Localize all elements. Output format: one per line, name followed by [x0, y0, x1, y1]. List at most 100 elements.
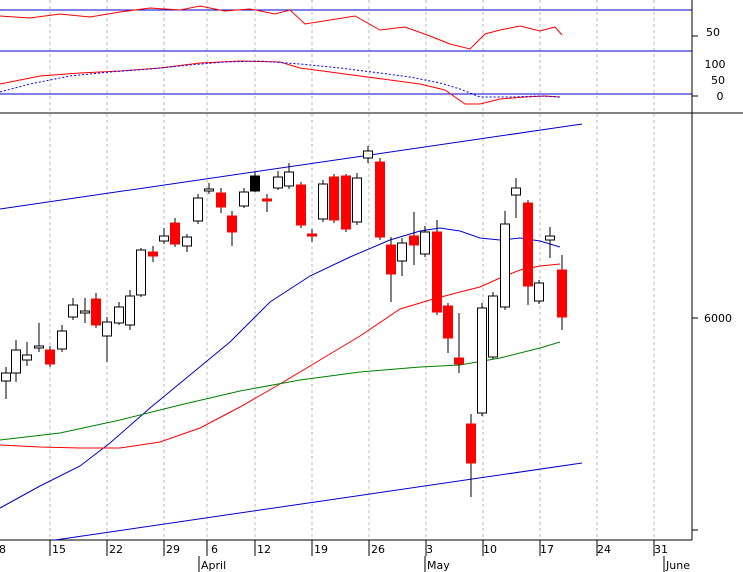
- candle-body: [329, 176, 339, 221]
- candlestick: [57, 325, 67, 352]
- day-label: 22: [109, 543, 123, 556]
- candlestick: [511, 178, 521, 218]
- candlestick: [341, 174, 351, 232]
- candlestick: [488, 292, 498, 359]
- candle-body: [386, 244, 396, 275]
- candle-body: [182, 236, 192, 247]
- candlestick: [466, 414, 476, 497]
- candle-body: [262, 198, 272, 202]
- candlestick: [114, 302, 124, 325]
- ma-short-line: [0, 227, 561, 509]
- candle-body: [273, 176, 283, 189]
- candle-body: [125, 295, 135, 326]
- candle-body: [250, 175, 260, 192]
- candlestick: [397, 238, 407, 276]
- candlestick: [545, 227, 555, 258]
- candle-body: [159, 235, 169, 242]
- trend-channel: [0, 123, 583, 541]
- candlestick: [80, 298, 90, 323]
- channel-lower-line: [54, 462, 583, 541]
- ma-mid-line: [0, 263, 561, 449]
- candle-body: [523, 202, 533, 287]
- day-label: 15: [52, 543, 66, 556]
- oscillator-mid-signal-line: [0, 60, 561, 98]
- candle-body: [148, 251, 158, 257]
- osc-mid-tick: 50: [711, 74, 725, 87]
- day-label: 24: [597, 543, 611, 556]
- day-label: 8: [0, 543, 6, 556]
- candle-body: [284, 171, 294, 187]
- candle-body: [45, 349, 55, 365]
- candlestick: [125, 290, 135, 330]
- candlestick: [363, 146, 373, 163]
- candle-body: [239, 191, 249, 207]
- vertical-gridlines: [49, 0, 655, 540]
- candlestick: [375, 158, 385, 240]
- candlestick: [34, 323, 44, 352]
- candle-body: [511, 187, 521, 196]
- candle-body: [227, 215, 237, 233]
- candlestick: [216, 188, 226, 213]
- candlestick: [329, 174, 339, 223]
- candle-body: [375, 161, 385, 238]
- candlestick: [352, 173, 362, 225]
- candlesticks: [1, 146, 567, 497]
- candlestick: [409, 212, 419, 265]
- moving-averages: [0, 227, 561, 509]
- candle-body: [34, 345, 44, 349]
- candle-body: [488, 295, 498, 358]
- oscillator-mid-fast-line: [0, 60, 561, 105]
- candle-body: [216, 192, 226, 208]
- price-panel: [0, 123, 583, 541]
- candle-body: [500, 223, 510, 308]
- candle-body: [68, 304, 78, 318]
- candle-body: [91, 298, 101, 326]
- oscillator-top-line: [0, 5, 563, 50]
- candlestick: [534, 280, 544, 304]
- candle-body: [466, 423, 476, 464]
- candlestick: [68, 298, 78, 320]
- candle-body: [11, 349, 21, 374]
- candlestick: [22, 342, 32, 366]
- day-label: 31: [654, 543, 668, 556]
- candlestick: [11, 340, 21, 382]
- candle-body: [296, 184, 306, 226]
- candle-body: [22, 354, 32, 361]
- candlestick: [420, 226, 430, 257]
- candle-body: [420, 231, 430, 255]
- candle-body: [534, 282, 544, 302]
- candle-body: [409, 235, 419, 246]
- candlestick: [227, 211, 237, 246]
- candle-body: [114, 306, 124, 324]
- candle-body: [352, 177, 362, 223]
- candlestick: [182, 234, 192, 252]
- candle-body: [363, 150, 373, 159]
- ma-long-line: [0, 341, 561, 441]
- candle-body: [432, 231, 442, 313]
- candlestick: [307, 229, 317, 242]
- candlestick: [386, 237, 396, 302]
- candle-body: [136, 249, 146, 296]
- candle-body: [1, 372, 11, 382]
- candlestick: [443, 303, 453, 353]
- candle-body: [341, 175, 351, 230]
- candlestick: [159, 228, 169, 244]
- candlestick: [204, 183, 214, 194]
- candlestick: [318, 180, 328, 222]
- price-tick: 6000: [704, 312, 732, 325]
- candle-body: [204, 188, 214, 192]
- day-label: 17: [540, 543, 554, 556]
- candlestick: [102, 317, 112, 362]
- candle-body: [102, 321, 112, 337]
- candlestick: [454, 313, 464, 373]
- right-axis: 50 100 50 0 6000: [704, 26, 732, 325]
- candlestick: [136, 248, 146, 297]
- oscillator-mid-panel: [0, 60, 561, 105]
- day-label: 26: [371, 543, 385, 556]
- candle-body: [545, 235, 555, 241]
- candle-body: [318, 183, 328, 220]
- month-label: April: [201, 559, 226, 572]
- month-label: June: [665, 559, 690, 572]
- candle-body: [557, 269, 567, 318]
